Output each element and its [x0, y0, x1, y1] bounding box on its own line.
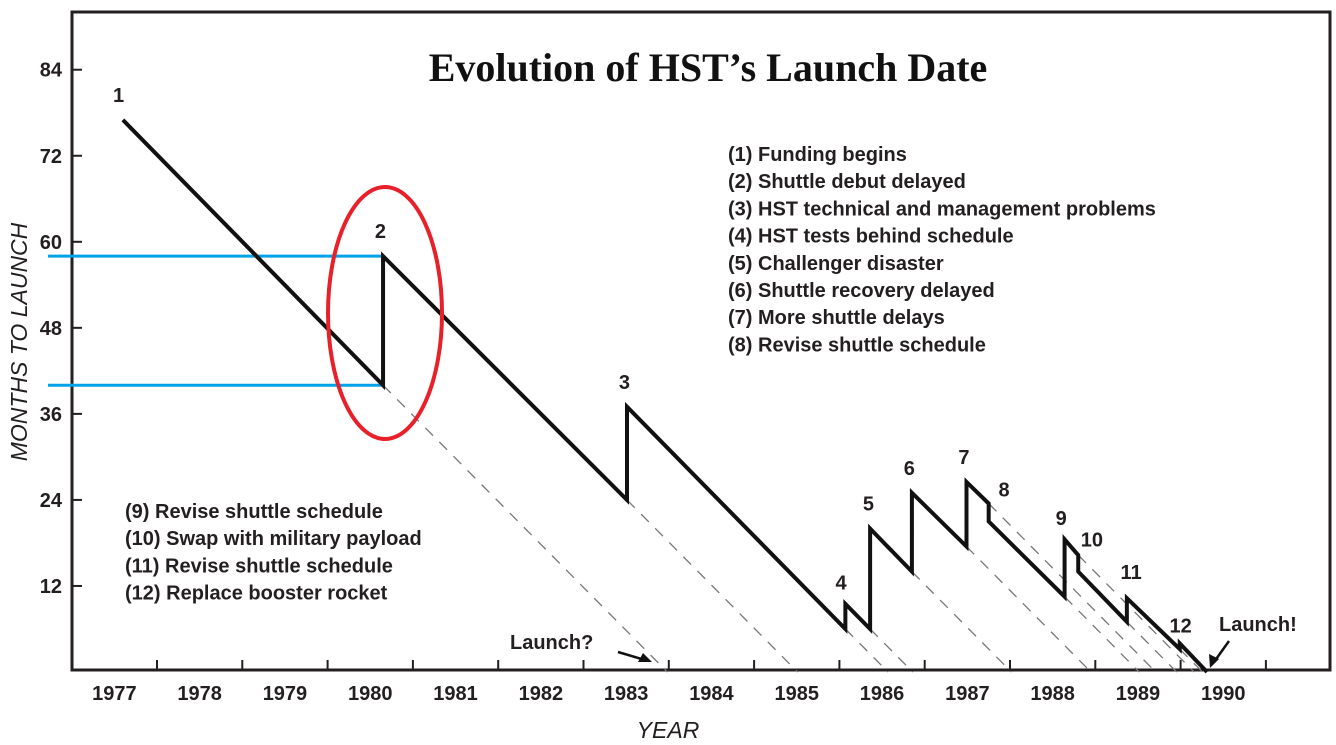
event-marker-label: 9 [1056, 508, 1067, 530]
legend-right-item: (3) HST technical and management problem… [728, 198, 1156, 220]
legend-right-item: (4) HST tests behind schedule [728, 226, 1014, 248]
x-tick-label: 1981 [433, 683, 478, 705]
legend-right-item: (7) More shuttle delays [728, 307, 945, 329]
event-marker-label: 2 [375, 221, 386, 243]
projected-schedule-dashed-line [1179, 648, 1203, 673]
event-marker-label: 3 [619, 372, 630, 394]
projected-schedule-dashed-line [869, 628, 914, 673]
x-tick-label: 1986 [860, 683, 905, 705]
event-marker-label: 8 [998, 479, 1009, 501]
legend-left-item: (10) Swap with military payload [125, 528, 422, 550]
event-marker-label: 10 [1081, 530, 1103, 552]
event-marker-label: 5 [863, 494, 874, 516]
launch-actual-arrowhead [1209, 654, 1219, 668]
y-tick-label: 36 [40, 404, 62, 426]
launch-actual-label: Launch! [1219, 614, 1297, 636]
x-tick-label: 1990 [1201, 683, 1246, 705]
y-tick-label: 48 [40, 318, 62, 340]
projected-schedule-dashed-line [988, 503, 1157, 673]
y-tick-label: 60 [40, 232, 62, 254]
x-tick-label: 1987 [945, 683, 990, 705]
projected-schedule-dashed-line [844, 628, 889, 673]
legend-right-item: (5) Challenger disaster [728, 253, 944, 275]
projected-schedule-dashed-line [626, 499, 799, 673]
x-tick-label: 1985 [775, 683, 820, 705]
plot-frame [70, 10, 1332, 672]
launch-question-label: Launch? [510, 632, 593, 654]
projected-schedule-dashed-line [1064, 596, 1140, 673]
legend-right-item: (8) Revise shuttle schedule [728, 334, 986, 356]
highlight-circle [326, 185, 444, 441]
y-tick-label: 72 [40, 146, 62, 168]
x-tick-label: 1980 [348, 683, 393, 705]
y-tick-label: 24 [40, 490, 63, 512]
x-tick-label: 1984 [689, 683, 734, 705]
event-marker-label: 11 [1121, 562, 1142, 584]
legend-right-item: (1) Funding begins [728, 144, 907, 166]
legend-right-item: (2) Shuttle debut delayed [728, 171, 966, 193]
y-tick-label: 12 [40, 576, 62, 598]
legend-right-item: (6) Shuttle recovery delayed [728, 280, 995, 302]
chart-title: Evolution of HST’s Launch Date [429, 45, 988, 90]
launch-question-arrowhead [638, 653, 652, 662]
projected-schedule-dashed-line [911, 571, 1012, 673]
projected-schedule-dashed-line [1077, 554, 1195, 673]
projected-schedule-dashed-line [382, 384, 668, 673]
legend-left-item: (9) Revise shuttle schedule [125, 501, 383, 523]
event-marker-label: 6 [904, 458, 915, 480]
event-marker-label: 7 [958, 447, 969, 469]
months-to-launch-line [121, 118, 1209, 674]
legend-left-item: (12) Replace booster rocket [125, 583, 388, 605]
x-tick-label: 1988 [1030, 683, 1075, 705]
x-tick-label: 1982 [519, 683, 564, 705]
x-tick-label: 1977 [92, 683, 137, 705]
x-tick-label: 1989 [1116, 683, 1161, 705]
projected-schedule-dashed-line [966, 546, 1092, 673]
legend-left-item: (11) Revise shuttle schedule [125, 555, 393, 577]
x-tick-label: 1979 [263, 683, 308, 705]
x-tick-label: 1983 [604, 683, 649, 705]
event-marker-label: 12 [1169, 616, 1191, 638]
y-axis-label: MONTHS TO LAUNCH [6, 222, 32, 461]
x-tick-label: 1978 [177, 683, 222, 705]
x-axis-label: YEAR [637, 717, 700, 743]
event-marker-label: 4 [836, 573, 848, 595]
event-marker-label: 1 [113, 85, 124, 107]
y-tick-label: 84 [40, 60, 63, 82]
